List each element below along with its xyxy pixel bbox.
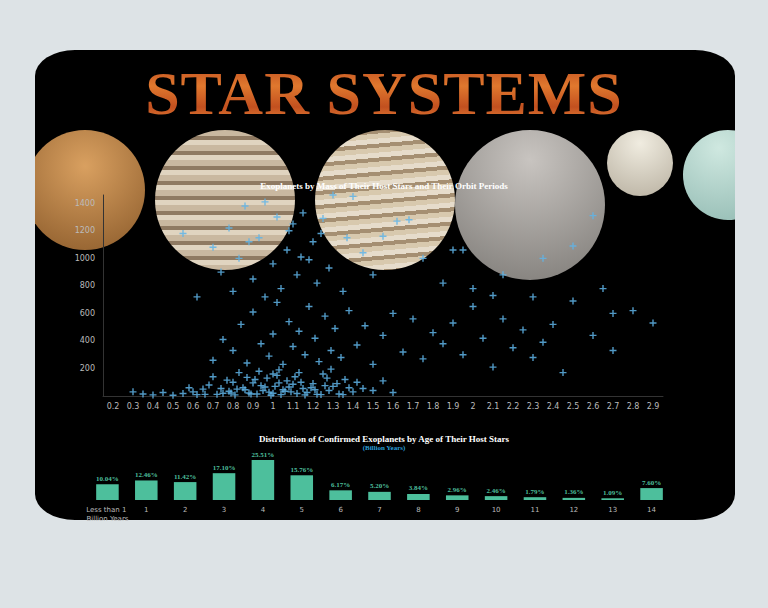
svg-text:2.5: 2.5	[567, 402, 580, 411]
svg-text:2.96%: 2.96%	[448, 486, 467, 494]
svg-text:1.36%: 1.36%	[564, 488, 583, 496]
svg-text:0.9: 0.9	[247, 402, 260, 411]
svg-text:1.8: 1.8	[427, 402, 440, 411]
svg-text:13: 13	[608, 506, 617, 514]
svg-text:(Billion Years): (Billion Years)	[363, 444, 406, 452]
svg-text:0.6: 0.6	[187, 402, 200, 411]
svg-text:0.3: 0.3	[127, 402, 140, 411]
svg-text:9: 9	[455, 506, 459, 514]
svg-text:2.1: 2.1	[487, 402, 500, 411]
svg-text:800: 800	[80, 281, 95, 290]
svg-text:1.1: 1.1	[287, 402, 300, 411]
html-text:STAR SYSTEMS: STAR SYSTEMS	[145, 59, 623, 127]
svg-text:1.2: 1.2	[307, 402, 320, 411]
svg-text:2.7: 2.7	[607, 402, 620, 411]
svg-text:Billion Years: Billion Years	[86, 515, 128, 523]
svg-text:7: 7	[377, 506, 381, 514]
svg-text:11: 11	[531, 506, 540, 514]
svg-text:0.4: 0.4	[147, 402, 160, 411]
svg-text:5.20%: 5.20%	[370, 482, 389, 490]
svg-text:0.5: 0.5	[167, 402, 180, 411]
svg-text:600: 600	[80, 309, 95, 318]
svg-text:3: 3	[222, 506, 226, 514]
svg-text:0.8: 0.8	[227, 402, 240, 411]
svg-text:1.7: 1.7	[407, 402, 420, 411]
svg-text:2.3: 2.3	[527, 402, 540, 411]
svg-text:15.76%: 15.76%	[290, 466, 313, 474]
svg-text:Exoplanets by Mass of Their Ho: Exoplanets by Mass of Their Host Stars a…	[260, 181, 508, 191]
svg-text:4: 4	[261, 506, 266, 514]
svg-text:6.17%: 6.17%	[331, 481, 350, 489]
svg-text:Distribution of Confirmed Exop: Distribution of Confirmed Exoplanets by …	[259, 434, 509, 444]
svg-text:3.84%: 3.84%	[409, 484, 428, 492]
svg-text:7.60%: 7.60%	[642, 479, 661, 487]
svg-text:2.6: 2.6	[587, 402, 600, 411]
svg-text:5: 5	[300, 506, 304, 514]
svg-text:11.42%: 11.42%	[174, 473, 196, 481]
svg-text:200: 200	[80, 364, 95, 373]
svg-text:1: 1	[270, 402, 275, 411]
svg-text:1.79%: 1.79%	[525, 488, 544, 496]
svg-text:14: 14	[647, 506, 656, 514]
svg-text:Less than 1: Less than 1	[86, 506, 128, 514]
svg-text:10.04%: 10.04%	[96, 475, 119, 483]
svg-text:1.6: 1.6	[387, 402, 400, 411]
svg-text:25.51%: 25.51%	[252, 451, 275, 459]
svg-text:1400: 1400	[75, 199, 95, 208]
svg-text:2: 2	[470, 402, 475, 411]
svg-text:1000: 1000	[75, 254, 95, 263]
svg-text:2.9: 2.9	[647, 402, 660, 411]
svg-text:17.10%: 17.10%	[213, 464, 236, 472]
svg-text:1.9: 1.9	[447, 402, 460, 411]
svg-text:2.46%: 2.46%	[486, 487, 505, 495]
svg-text:2.8: 2.8	[627, 402, 640, 411]
svg-text:6: 6	[338, 506, 343, 514]
svg-text:2: 2	[183, 506, 187, 514]
svg-text:1.3: 1.3	[327, 402, 340, 411]
svg-text:8: 8	[416, 506, 420, 514]
svg-text:0.2: 0.2	[107, 402, 120, 411]
svg-text:1.5: 1.5	[367, 402, 380, 411]
svg-text:1: 1	[144, 506, 148, 514]
svg-text:1.09%: 1.09%	[603, 489, 622, 497]
svg-text:12.46%: 12.46%	[135, 471, 158, 479]
svg-text:2.4: 2.4	[547, 402, 560, 411]
svg-text:2.2: 2.2	[507, 402, 520, 411]
svg-text:10: 10	[492, 506, 501, 514]
svg-text:1.4: 1.4	[347, 402, 360, 411]
svg-text:0.7: 0.7	[207, 402, 220, 411]
svg-text:1200: 1200	[75, 226, 95, 235]
svg-text:12: 12	[569, 506, 578, 514]
svg-text:400: 400	[80, 336, 95, 345]
